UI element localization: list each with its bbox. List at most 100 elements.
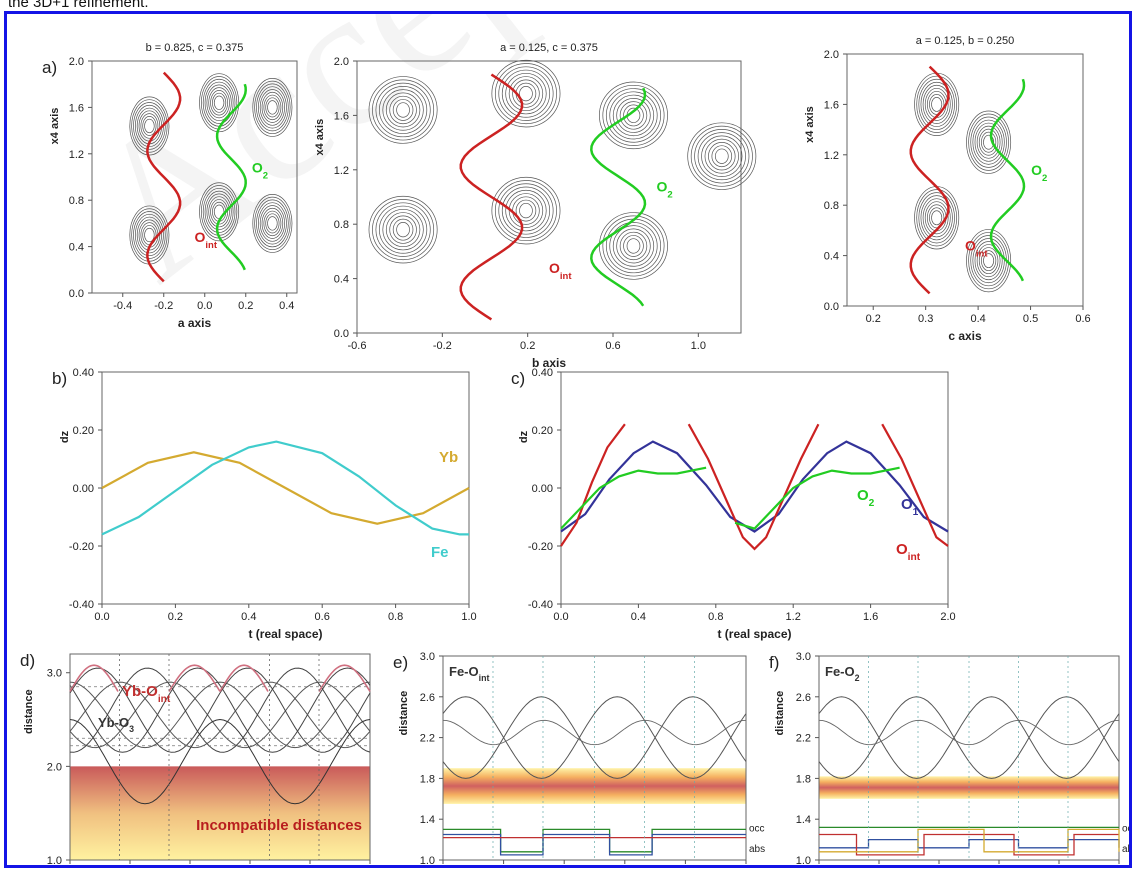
contour-panel-1-contour-line bbox=[140, 113, 159, 139]
panel-e-y-tick-label: 2.2 bbox=[420, 733, 435, 745]
contour-panel-1-contour-line bbox=[144, 227, 155, 243]
contour-panel-2-contour-line bbox=[612, 225, 655, 267]
contour-panel-1-contour-line bbox=[261, 207, 284, 239]
panel-d-yb-oint-curve bbox=[318, 664, 371, 692]
contour-panel-2-contour-line bbox=[623, 104, 644, 127]
panel-b-series-fe bbox=[101, 440, 469, 536]
contour-panel-2-x-tick-label: 0.2 bbox=[520, 340, 535, 352]
contour-panel-3-contour-line bbox=[966, 229, 1012, 293]
panel-c-label-o2: O2 bbox=[857, 487, 875, 509]
contour-panel-3-contour-line bbox=[968, 113, 1009, 171]
contour-panel-2-contour-line bbox=[519, 202, 533, 219]
panel-d-incompatible-band bbox=[70, 766, 370, 860]
contour-panel-3-contour-line bbox=[974, 241, 1003, 281]
contour-panel-3-y-tick-label: 0.8 bbox=[824, 200, 839, 212]
contour-panel-2-contour-line bbox=[708, 142, 736, 171]
contour-panel-1-y-tick-label: 1.6 bbox=[69, 102, 84, 114]
panel-c-x-tick-label: 0.0 bbox=[553, 611, 568, 623]
contour-panel-2-contour-line bbox=[372, 79, 435, 141]
panel-d-panel-letter: d) bbox=[20, 651, 35, 670]
panel-e-title: Fe-Oint bbox=[449, 664, 489, 683]
contour-panel-3-contour-line bbox=[926, 90, 947, 118]
panel-e-y-tick-label: 1.8 bbox=[420, 773, 435, 785]
contour-panel-3-x-tick-label: 0.3 bbox=[918, 313, 933, 325]
contour-panel-1-y-tick-label: 2.0 bbox=[69, 56, 84, 68]
contour-panel-3-contour-line bbox=[970, 235, 1007, 287]
contour-panel-2-contour-line bbox=[505, 72, 547, 115]
contour-panel-1-contour-line bbox=[208, 87, 230, 119]
panel-c-series-o2 bbox=[560, 466, 707, 530]
panel-b-panel-letter: b) bbox=[52, 369, 67, 388]
panel-b-x-tick-label: 0.8 bbox=[388, 611, 403, 623]
contour-panel-1-o2-curve bbox=[215, 83, 247, 271]
panel-d-y-tick-label: 3.0 bbox=[47, 668, 62, 680]
contour-panel-2-y-axis-label: x4 axis bbox=[314, 119, 326, 156]
contour-panel-3-contour-line bbox=[981, 131, 997, 153]
panel-f-y-tick-label: 1.4 bbox=[796, 814, 811, 826]
contour-panel-3-contour-line bbox=[918, 192, 955, 244]
panel-c-x-axis-label: t (real space) bbox=[717, 627, 791, 641]
contour-panel-1-contour-line bbox=[267, 100, 278, 115]
contour-panel-1-y-tick-label: 0.8 bbox=[69, 195, 84, 207]
panel-d-y-tick-label: 2.0 bbox=[47, 761, 62, 773]
contour-panel-3-contour-line bbox=[931, 210, 943, 226]
contour-panel-1-contour-line bbox=[133, 211, 166, 259]
contour-panel-2-contour-line bbox=[694, 129, 750, 184]
contour-panel-3-contour-line bbox=[972, 238, 1005, 284]
contour-panel-3-y-tick-label: 1.6 bbox=[824, 99, 839, 111]
contour-panel-3-contour-line bbox=[972, 119, 1005, 165]
contour-panel-1-panel-letter: a) bbox=[42, 58, 57, 77]
contour-panel-2-contour-line bbox=[491, 59, 561, 128]
panel-e-y-tick-label: 2.6 bbox=[420, 692, 435, 704]
contour-panel-1-x-axis-label: a axis bbox=[178, 316, 212, 330]
panel-e-distance-curve bbox=[442, 696, 747, 779]
contour-panel-2-contour-line bbox=[396, 222, 410, 238]
panel-b-y-tick-label: -0.40 bbox=[69, 599, 94, 611]
contour-panel-2-contour-line bbox=[626, 238, 641, 254]
contour-panel-2-contour-line bbox=[382, 89, 424, 131]
panel-c-x-tick-label: 0.4 bbox=[631, 611, 646, 623]
panel-b-y-tick-label: -0.20 bbox=[69, 541, 94, 553]
panel-b-x-tick-label: 0.0 bbox=[94, 611, 109, 623]
panel-f-y-tick-label: 1.8 bbox=[796, 773, 811, 785]
contour-panel-1-contour-line bbox=[202, 78, 236, 127]
contour-panel-3-contour-line bbox=[920, 81, 953, 127]
contour-panel-2-contour-line bbox=[494, 63, 557, 125]
contour-panel-1-contour-line bbox=[208, 196, 230, 228]
contour-panel-2-contour-line bbox=[382, 208, 424, 251]
contour-panel-3-y-tick-label: 2.0 bbox=[824, 49, 839, 61]
contour-panel-1-oint-curve bbox=[146, 71, 182, 283]
contour-panel-3-y-tick-label: 0.0 bbox=[824, 301, 839, 313]
panel-b-x-tick-label: 0.6 bbox=[315, 611, 330, 623]
contour-panel-1-contour-line bbox=[263, 210, 282, 237]
panel-e-panel-letter: e) bbox=[393, 653, 408, 672]
contour-panel-3-y-axis-label: x4 axis bbox=[804, 106, 816, 143]
contour-panel-2-y-tick-label: 0.0 bbox=[334, 328, 349, 340]
contour-panel-3-title: a = 0.125, b = 0.250 bbox=[916, 35, 1014, 47]
panel-e-y-tick-label: 1.4 bbox=[420, 814, 435, 826]
contour-panel-2-contour-line bbox=[612, 94, 655, 137]
panel-d-yb-o3-curve bbox=[69, 681, 371, 749]
contour-panel-2-contour-line bbox=[385, 92, 421, 128]
contour-panel-2-contour-line bbox=[619, 231, 648, 261]
contour-panel-2-contour-line bbox=[498, 183, 554, 238]
contour-panel-3-contour-line bbox=[978, 128, 999, 156]
panel-d-yb-oint-curve bbox=[219, 664, 269, 692]
contour-panel-1-contour-line bbox=[133, 102, 166, 150]
contour-panel-1-contour-line bbox=[204, 81, 234, 124]
contour-panel-1-o2-label: O2 bbox=[252, 159, 268, 181]
contour-panel-2-contour-line bbox=[396, 102, 410, 118]
panel-f-y-tick-label: 1.0 bbox=[796, 855, 811, 865]
contour-panel-2-contour-line bbox=[704, 138, 739, 174]
contour-panel-2-y-tick-label: 1.6 bbox=[334, 110, 349, 122]
contour-panel-3-x-axis-label: c axis bbox=[948, 329, 982, 343]
contour-panel-1-contour-line bbox=[199, 182, 240, 242]
contour-panel-3-o2-curve bbox=[989, 78, 1026, 282]
contour-panel-2-x-axis-label: b axis bbox=[532, 356, 566, 370]
contour-panel-3-contour-line bbox=[924, 201, 949, 235]
panel-e-y-axis-label: distance bbox=[398, 691, 410, 736]
panel-f-y-tick-label: 2.2 bbox=[796, 733, 811, 745]
contour-panel-2-contour-line bbox=[602, 84, 665, 146]
contour-panel-2-contour-line bbox=[501, 186, 551, 235]
panel-c-y-tick-label: -0.20 bbox=[528, 541, 553, 553]
